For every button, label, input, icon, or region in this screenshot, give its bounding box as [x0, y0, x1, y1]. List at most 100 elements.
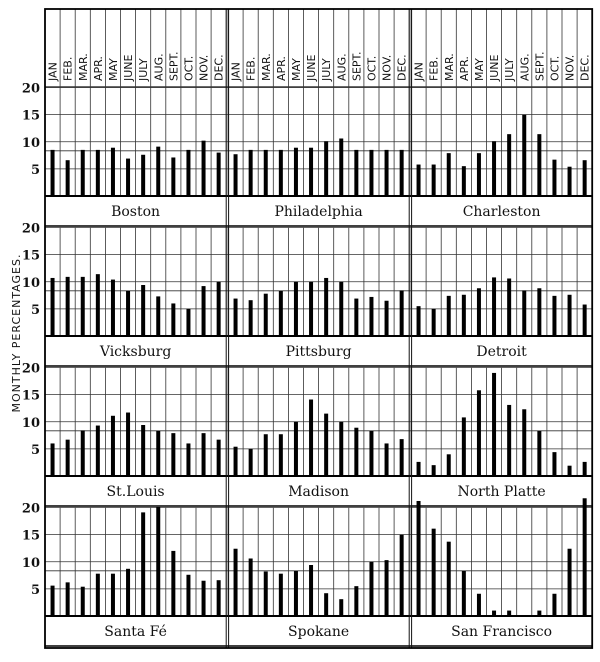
y-tick-label: 15 — [22, 109, 40, 124]
month-label: AUG. — [152, 53, 165, 81]
y-tick-label: 10 — [22, 136, 40, 151]
bar — [65, 582, 70, 616]
bar — [507, 278, 512, 336]
bar — [95, 149, 100, 196]
bar — [384, 300, 389, 336]
bar — [399, 149, 404, 196]
bar — [522, 114, 527, 196]
bar — [293, 147, 298, 196]
bar — [65, 276, 70, 336]
month-label: AUG. — [335, 53, 348, 81]
bar — [278, 573, 283, 616]
bar — [446, 295, 451, 336]
city-label: Pittsburg — [286, 344, 352, 360]
bar — [446, 454, 451, 476]
bar — [582, 160, 587, 196]
month-label: NOV. — [381, 55, 394, 81]
bar — [126, 412, 131, 476]
bar — [171, 303, 176, 336]
bar — [567, 166, 572, 196]
bar — [216, 152, 221, 196]
bar — [582, 461, 587, 476]
bar — [461, 570, 466, 616]
bar — [537, 610, 542, 616]
bar — [399, 439, 404, 476]
bar — [248, 558, 253, 616]
bar — [80, 149, 85, 196]
bar — [95, 573, 100, 616]
month-label: MAY — [290, 58, 303, 81]
bar — [354, 586, 359, 616]
city-label: Vicksburg — [99, 344, 172, 360]
bar — [416, 164, 421, 196]
bar — [278, 149, 283, 196]
bar — [110, 573, 115, 616]
bar — [339, 138, 344, 196]
month-label: MAY — [473, 58, 486, 81]
y-axis-label: MONTHLY PERCENTAGES. — [10, 254, 23, 413]
y-tick-label: 10 — [22, 416, 40, 431]
bar — [309, 565, 314, 616]
bar — [309, 281, 314, 336]
y-tick-label: 10 — [22, 276, 40, 291]
bar — [201, 286, 206, 336]
bar — [384, 560, 389, 616]
bar — [201, 580, 206, 616]
month-label: JUNE — [122, 54, 135, 82]
bar — [582, 304, 587, 336]
bar — [141, 154, 146, 196]
bar — [233, 446, 238, 476]
month-label: DEC. — [396, 54, 409, 81]
city-label: Santa Fé — [104, 624, 167, 640]
bar — [537, 134, 542, 196]
bar — [324, 593, 329, 616]
y-tick-label: 15 — [22, 249, 40, 264]
bar — [446, 153, 451, 196]
bar — [339, 281, 344, 336]
y-tick-label: 20 — [22, 222, 40, 237]
bar — [186, 443, 191, 476]
bar — [431, 308, 436, 336]
city-label: San Francisco — [451, 624, 552, 640]
bar — [339, 599, 344, 616]
bar — [263, 149, 268, 196]
month-label: DEC. — [579, 54, 592, 81]
y-tick-label: 5 — [31, 443, 40, 458]
bar — [522, 290, 527, 336]
month-label: OCT. — [182, 56, 195, 81]
bar — [156, 430, 161, 476]
month-label: JULY — [137, 58, 150, 82]
bar — [431, 465, 436, 476]
month-label: MAR. — [260, 53, 273, 81]
month-label: SEPT. — [350, 52, 363, 81]
bar — [110, 147, 115, 196]
city-label: Charleston — [463, 204, 541, 220]
bar — [369, 561, 374, 616]
bar — [476, 153, 481, 196]
bar — [354, 427, 359, 476]
bar — [278, 434, 283, 476]
bar — [461, 294, 466, 336]
month-label: SEPT. — [167, 52, 180, 81]
bar — [156, 296, 161, 336]
month-label: MAR. — [443, 53, 456, 81]
month-label: OCT. — [548, 56, 561, 81]
bar — [278, 290, 283, 336]
city-label: Spokane — [288, 624, 349, 640]
bar — [126, 568, 131, 616]
month-label: SEPT. — [533, 52, 546, 81]
bar — [141, 512, 146, 616]
bar — [156, 506, 161, 616]
bar — [416, 461, 421, 476]
bar — [476, 288, 481, 336]
bar — [324, 413, 329, 476]
y-tick-label: 20 — [22, 502, 40, 517]
bar — [263, 434, 268, 476]
bar — [293, 421, 298, 476]
bar — [248, 300, 253, 336]
bar — [446, 541, 451, 616]
y-tick-label: 5 — [31, 163, 40, 178]
y-tick-label: 15 — [22, 389, 40, 404]
bar — [552, 593, 557, 616]
bar — [567, 294, 572, 336]
